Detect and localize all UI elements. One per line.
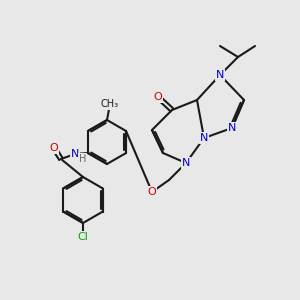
Text: N: N: [228, 123, 236, 133]
Text: O: O: [50, 143, 58, 153]
Text: Cl: Cl: [78, 232, 88, 242]
Text: N: N: [182, 158, 190, 168]
Text: N: N: [200, 133, 208, 143]
Text: N: N: [216, 70, 224, 80]
Text: O: O: [148, 187, 156, 197]
Text: O: O: [154, 92, 162, 102]
Text: N: N: [71, 149, 79, 159]
Text: CH₃: CH₃: [101, 99, 119, 109]
Text: H: H: [79, 154, 87, 164]
